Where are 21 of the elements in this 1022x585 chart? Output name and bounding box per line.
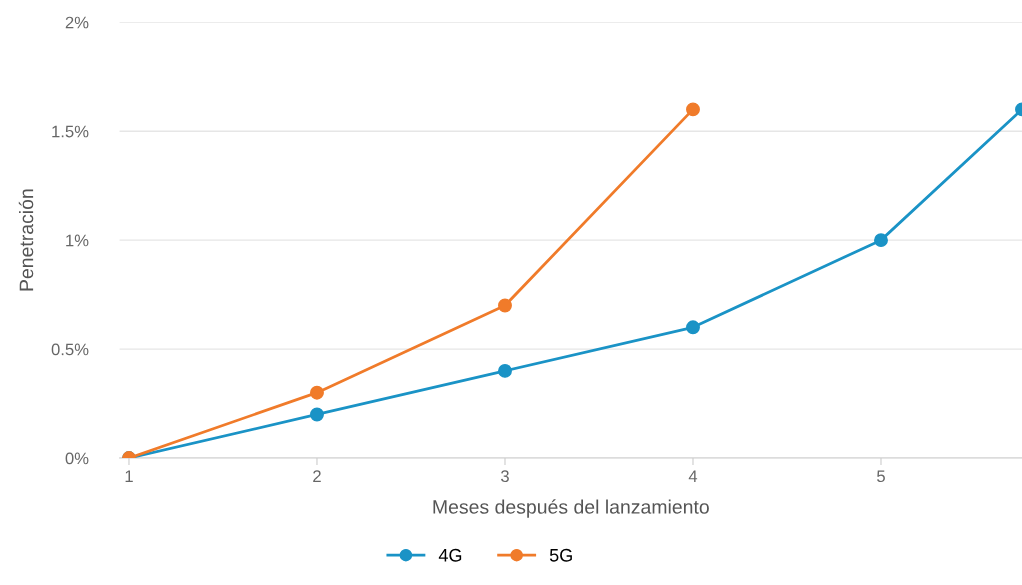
- x-tick-label: 5: [877, 470, 885, 483]
- x-tick-label: 3: [500, 470, 509, 483]
- legend-label: 4G: [438, 548, 462, 562]
- y-tick-label: 1.5%: [52, 125, 89, 138]
- point: [310, 385, 324, 400]
- y-axis-title: Penetración: [18, 189, 34, 291]
- y-tick-label: 0.5%: [51, 343, 89, 356]
- legend-label: 5G: [549, 548, 572, 562]
- x-tick-label: 1: [125, 470, 133, 482]
- point: [874, 233, 888, 248]
- y-tick-label: 2%: [65, 16, 89, 29]
- point: [498, 298, 512, 313]
- x-axis-title: Meses después del lanzamiento: [433, 499, 709, 518]
- y-tick-label: 1%: [66, 234, 89, 247]
- point: [310, 407, 324, 422]
- y-tick-label: 0%: [65, 452, 89, 465]
- point: [686, 320, 700, 335]
- point: [498, 363, 512, 378]
- point: [686, 102, 700, 117]
- x-tick-label: 2: [313, 470, 321, 482]
- x-tick-label: 4: [688, 470, 698, 482]
